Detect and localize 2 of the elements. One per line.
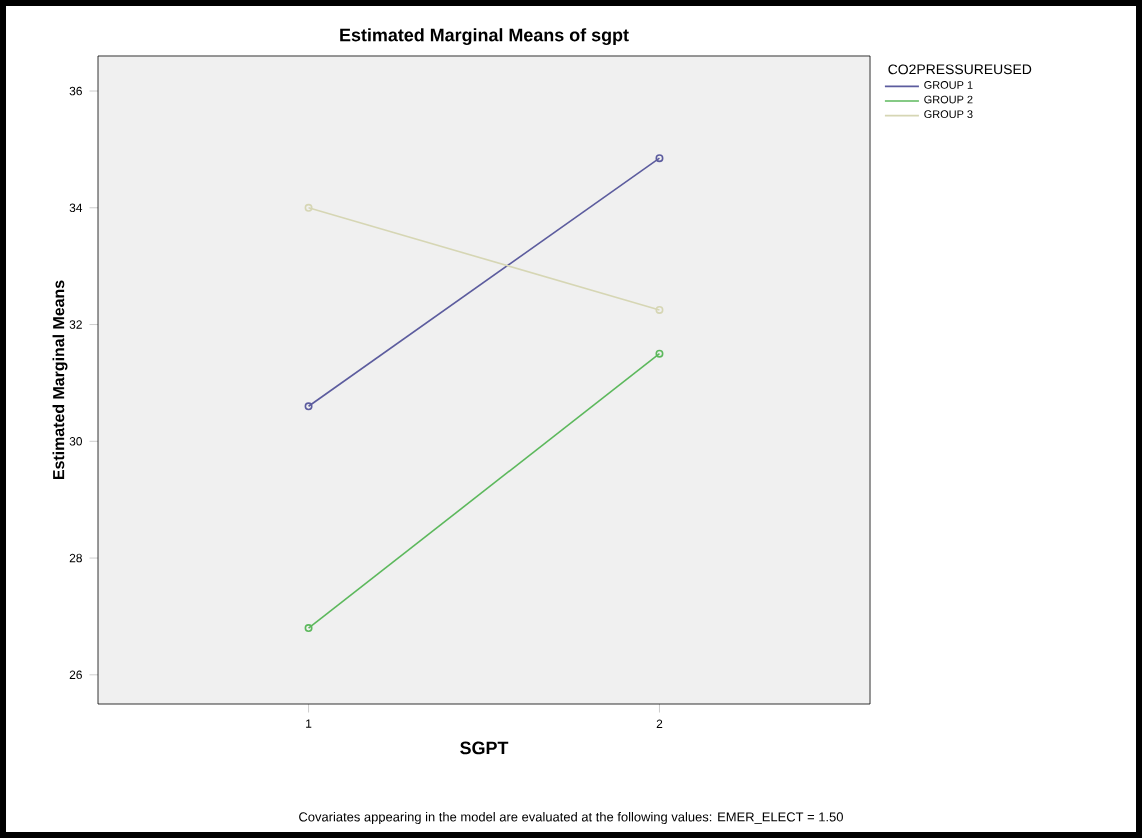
chart-title: Estimated Marginal Means of sgpt <box>340 28 629 46</box>
x-axis-title: SGPT <box>460 741 509 755</box>
